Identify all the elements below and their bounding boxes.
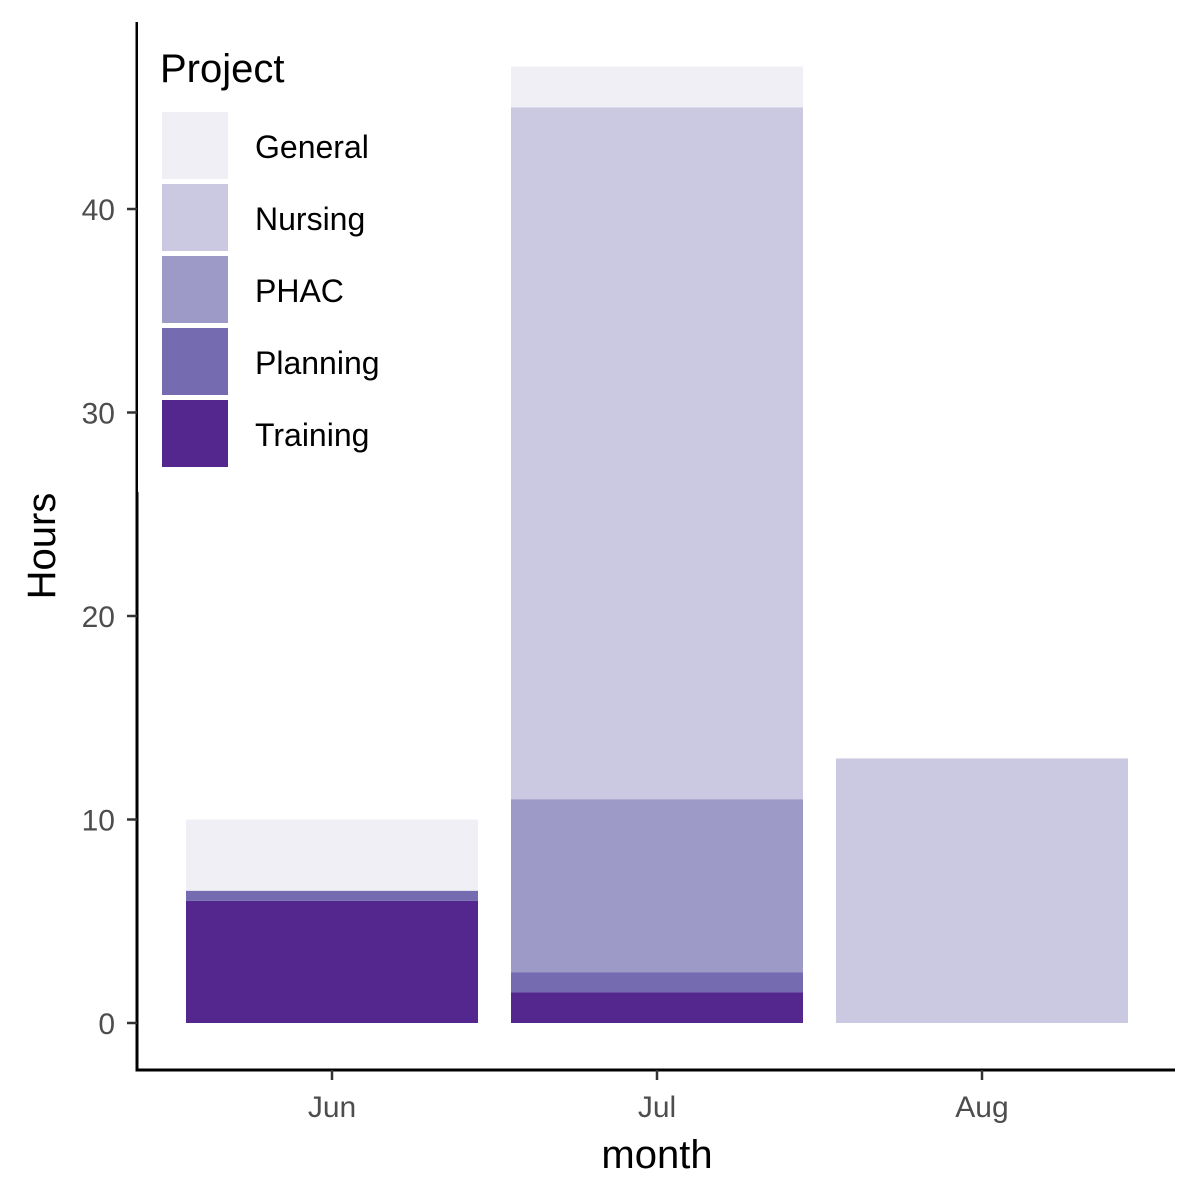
bar-jun-training [186,900,478,1023]
bar-jun-general [186,819,478,891]
y-tick-label: 30 [82,398,115,431]
bar-jun-planning [186,890,478,901]
legend: Project General Nursing PHAC Planning Traini… [138,20,438,492]
bar-jul-training [511,992,803,1023]
y-axis-title: Hours [20,493,64,600]
legend-items: General Nursing PHAC Planning Training [162,112,380,467]
bar-jul-planning [511,972,803,993]
bar-jul-phac [511,799,803,973]
bar-aug-nursing [836,758,1128,1023]
legend-swatch-phac [162,256,228,323]
legend-swatch-planning [162,328,228,395]
axes-layer: 0 10 20 30 40 Jun Jul Aug [82,22,1175,1124]
legend-label-nursing: Nursing [255,201,365,237]
legend-label-planning: Planning [255,345,380,381]
legend-title: Project [160,47,285,91]
y-tick-label: 0 [98,1008,115,1041]
x-tick-label-jul: Jul [638,1091,676,1124]
legend-swatch-nursing [162,184,228,251]
y-tick-label: 40 [82,194,115,227]
legend-label-phac: PHAC [255,273,344,309]
y-ticks: 0 10 20 30 40 [82,194,137,1041]
y-tick-label: 10 [82,805,115,838]
x-ticks: Jun Jul Aug [308,1070,1009,1124]
legend-swatch-training [162,400,228,467]
x-tick-label-aug: Aug [955,1091,1008,1124]
y-tick-label: 20 [82,601,115,634]
x-tick-label-jun: Jun [308,1091,356,1124]
x-axis-title: month [601,1133,712,1177]
legend-label-general: General [255,129,369,165]
legend-swatch-general [162,112,228,179]
bars-layer [186,66,1128,1023]
bar-jul-general [511,66,803,108]
legend-label-training: Training [255,417,369,453]
bar-jul-nursing [511,107,803,800]
